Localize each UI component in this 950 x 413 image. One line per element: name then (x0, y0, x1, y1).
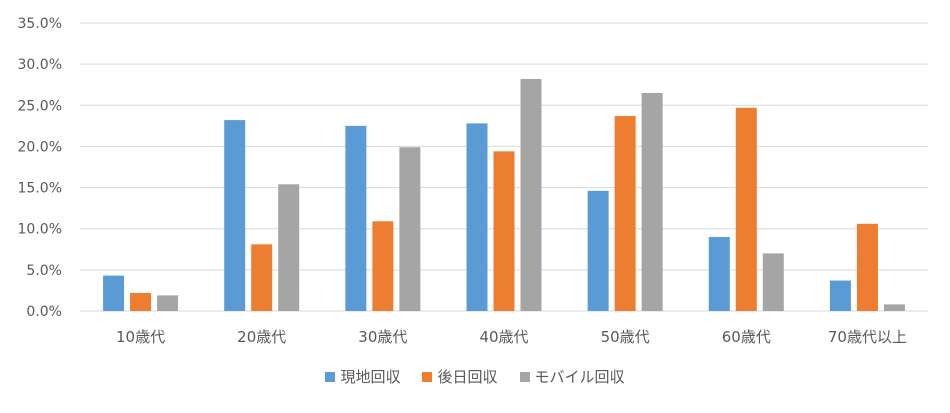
bar (708, 236, 730, 311)
y-tick-label: 10.0% (18, 222, 62, 238)
bar (614, 115, 636, 312)
bar (372, 221, 394, 311)
x-tick-label: 70歳代以上 (828, 328, 907, 346)
bar (103, 275, 125, 311)
bar (856, 223, 878, 311)
bar (762, 253, 784, 311)
bar (399, 147, 421, 311)
x-tick-label: 20歳代 (237, 328, 286, 346)
y-tick-label: 15.0% (18, 181, 62, 197)
bar (735, 107, 757, 311)
bar (224, 120, 246, 312)
bar (829, 280, 851, 311)
y-tick-label: 20.0% (18, 139, 62, 155)
legend-swatch-gojitsu (422, 371, 433, 382)
y-tick-label: 30.0% (18, 57, 62, 73)
legend-item-gojitsu: 後日回収 (422, 366, 498, 387)
x-tick-label: 10歳代 (116, 328, 165, 346)
legend-label-gojitsu: 後日回収 (437, 368, 498, 386)
bar (278, 184, 300, 311)
y-tick-label: 5.0% (26, 263, 62, 279)
x-tick-label: 40歳代 (479, 328, 528, 346)
bar (587, 190, 609, 311)
y-tick-label: 25.0% (18, 98, 62, 114)
x-tick-label: 60歳代 (722, 328, 771, 346)
x-tick-label: 50歳代 (601, 328, 650, 346)
x-tick-label: 30歳代 (358, 328, 407, 346)
legend-swatch-mobile (519, 371, 530, 382)
legend-item-mobile: モバイル回収 (519, 366, 625, 387)
legend: 現地回収 後日回収 モバイル回収 (0, 366, 950, 387)
legend-swatch-genchi (325, 371, 336, 382)
legend-label-genchi: 現地回収 (340, 368, 401, 386)
legend-label-mobile: モバイル回収 (534, 368, 625, 386)
y-tick-label: 35.0% (18, 16, 62, 32)
y-tick-label: 0.0% (26, 304, 62, 320)
bar (345, 125, 367, 311)
bar (157, 295, 179, 311)
bar (493, 151, 515, 311)
bar (883, 304, 905, 311)
bar (520, 78, 542, 311)
legend-item-genchi: 現地回収 (325, 366, 400, 387)
bar (641, 92, 663, 311)
bar (466, 123, 488, 311)
bar (251, 244, 273, 311)
bar (130, 292, 152, 311)
